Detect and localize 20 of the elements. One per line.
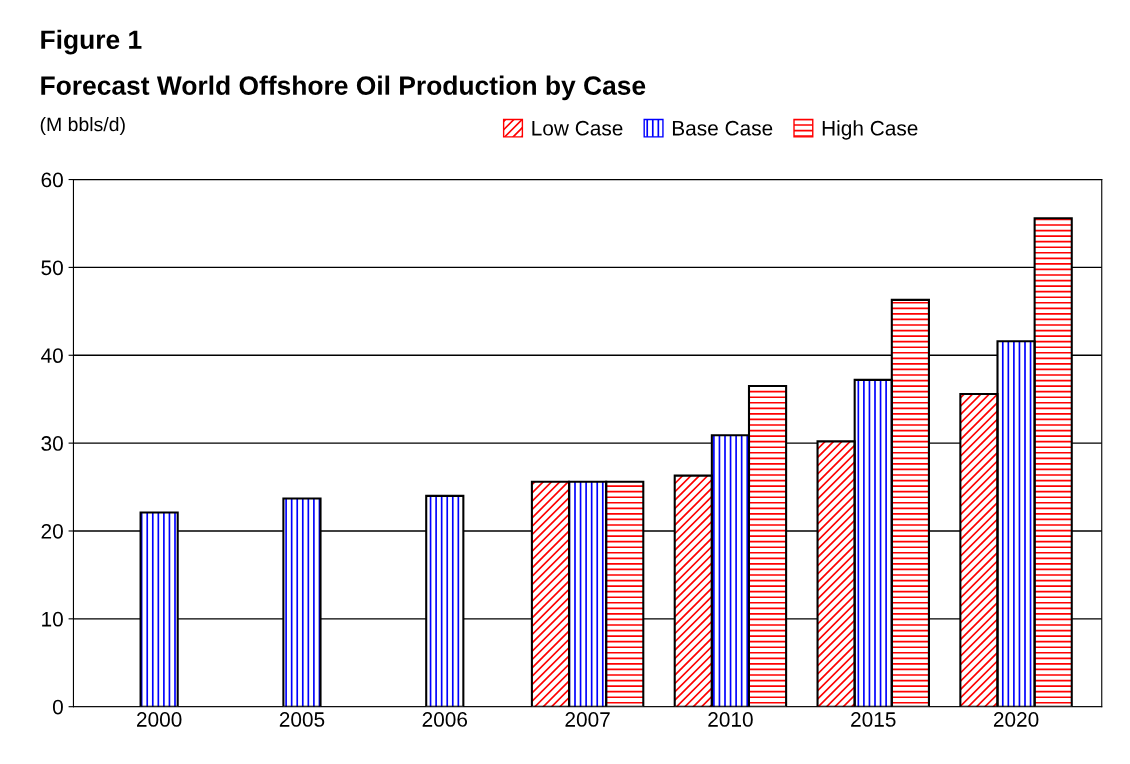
x-tick-label: 2020 <box>993 712 1039 727</box>
x-tick-label: 2015 <box>851 712 896 727</box>
y-tick-label: 0 <box>52 699 63 715</box>
legend-label: High Case <box>822 120 918 140</box>
y-tick-label: 40 <box>41 348 63 364</box>
y-tick-label: 30 <box>41 436 63 451</box>
x-tick-label: 2000 <box>137 712 182 727</box>
y-tick-label: 20 <box>41 523 63 539</box>
legend-label: Low Case <box>532 120 623 136</box>
y-tick-label: 60 <box>41 172 63 188</box>
x-tick-label: 2007 <box>565 712 610 727</box>
x-tick-label: 2005 <box>279 712 325 727</box>
y-axis-title: (M bbls/d) <box>40 117 125 136</box>
chart-title: Figure 1 <box>41 29 142 55</box>
legend-label: Base Case <box>672 120 773 136</box>
chart-subtitle: Forecast World Offshore Oil Production by Case <box>41 75 646 101</box>
y-tick-label: 10 <box>42 611 63 627</box>
y-tick-label: 50 <box>41 260 63 276</box>
x-tick-label: 2010 <box>708 712 753 727</box>
x-tick-label: 2006 <box>422 712 468 727</box>
